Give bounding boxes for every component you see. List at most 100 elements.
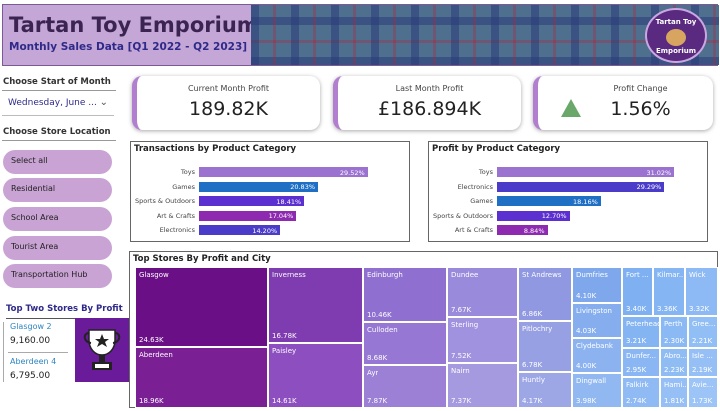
bar-value-label: 17.04% — [268, 212, 294, 220]
bar-category-label: Games — [470, 197, 493, 205]
treemap-tile[interactable]: Dunfer... 2.95K — [622, 348, 660, 377]
bar[interactable] — [199, 196, 305, 206]
treemap-tile[interactable]: Culloden 8.68K — [363, 322, 447, 365]
divider — [8, 352, 68, 353]
treemap-tile[interactable]: Inverness 16.78K — [268, 267, 363, 343]
kpi-last-month-profit: Last Month Profit £186.894K — [333, 76, 521, 130]
treemap-value-label: 16.78K — [272, 332, 297, 340]
treemap-value-label: 2.30K — [664, 337, 685, 345]
chart-title: Transactions by Product Category — [134, 144, 297, 154]
trophy-icon — [83, 329, 121, 370]
treemap-tile[interactable]: Avie... 1.73K — [688, 377, 718, 408]
treemap-tile[interactable]: Aberdeen 18.96K — [135, 347, 268, 408]
bar-category-label: Art & Crafts — [156, 211, 195, 220]
bar-value-label: 18.41% — [276, 197, 302, 206]
bar-category-label: Toys — [478, 168, 493, 176]
top-store-1-value: 9,160.00 — [10, 336, 51, 346]
kpi-profit-change: Profit Change 1.56% — [533, 76, 713, 130]
treemap-tile[interactable]: Ayr 7.87K — [363, 365, 447, 408]
treemap-tile[interactable]: Wick 3.32K — [685, 267, 718, 316]
treemap-tile[interactable]: Dundee 7.67K — [447, 267, 518, 317]
treemap-city-label: Dumfries — [576, 271, 608, 279]
treemap-tile[interactable]: Dumfries 4.10K — [572, 267, 622, 303]
profit-by-category-chart: Profit by Product Category Toys 31.02% Ele… — [428, 141, 708, 242]
treemap-tile[interactable]: Kilmar... 3.36K — [653, 267, 685, 316]
treemap-tile[interactable]: Edinburgh 10.46K — [363, 267, 447, 322]
store-option-school-area[interactable]: School Area — [3, 207, 112, 231]
kpi-value: £186.894K — [377, 98, 482, 120]
treemap-tile[interactable]: Dingwall 3.98K — [572, 373, 622, 408]
up-arrow-icon — [561, 99, 581, 117]
month-dropdown-value: Wednesday, June ... — [8, 98, 97, 108]
treemap-value-label: 7.37K — [451, 397, 472, 405]
treemap-city-label: St Andrews — [522, 271, 562, 279]
treemap-value-label: 4.10K — [576, 292, 597, 300]
treemap-tile[interactable]: Isle ... 2.19K — [688, 348, 718, 377]
logo-text-top: Tartan Toy — [655, 18, 697, 26]
kpi-label: Last Month Profit — [395, 84, 464, 93]
treemap-value-label: 2.23K — [664, 366, 685, 374]
treemap-city-label: Dingwall — [576, 377, 607, 385]
treemap-city-label: Sterling — [451, 321, 479, 329]
treemap-value-label: 18.96K — [139, 397, 164, 405]
store-option-residential[interactable]: Residential — [3, 178, 112, 202]
bar[interactable] — [199, 167, 368, 177]
treemap-tile[interactable]: Huntly 4.17K — [518, 372, 572, 408]
store-filter-label: Choose Store Location — [3, 127, 111, 137]
bar-category-label: Electronics — [159, 226, 195, 234]
bar-category-label: Sports & Outdoors — [433, 211, 493, 220]
report-subtitle: Monthly Sales Data [Q1 2022 - Q2 2023] — [9, 41, 248, 53]
bar[interactable] — [199, 210, 297, 221]
treemap-tile[interactable]: Falkirk 2.74K — [622, 377, 660, 408]
treemap-tile[interactable]: Nairn 7.37K — [447, 363, 518, 408]
header-banner: Tartan Toy Emporium Monthly Sales Data [… — [2, 4, 719, 66]
treemap-tile[interactable]: Paisley 14.61K — [268, 343, 363, 408]
bar-value-label: 8.84% — [523, 226, 545, 235]
bar-value-label: 29.52% — [339, 168, 365, 177]
treemap-tile[interactable]: Livingston 4.03K — [572, 303, 622, 338]
top-stores-treemap: Top Stores By Profit and City Glasgow 24.… — [129, 251, 718, 408]
bar[interactable] — [199, 181, 319, 192]
bar-category-label: Sports & Outdoors — [135, 197, 195, 205]
bar[interactable] — [497, 181, 665, 192]
bar[interactable] — [497, 167, 675, 177]
treemap-tile[interactable]: Gree... 2.21K — [688, 316, 718, 348]
bar-value-label: 29.29% — [636, 183, 662, 191]
treemap-value-label: 3.21K — [626, 337, 647, 345]
kpi-value: 189.82K — [189, 98, 268, 120]
store-option-transportation-hub[interactable]: Transportation Hub — [3, 264, 112, 288]
top-store-2-name: Aberdeen 4 — [10, 357, 57, 366]
treemap-tile[interactable]: Peterhead 3.21K — [622, 316, 660, 348]
treemap-tile[interactable]: St Andrews 6.86K — [518, 267, 572, 321]
treemap-value-label: 3.98K — [576, 397, 597, 405]
treemap-tile[interactable]: Abro... 2.23K — [660, 348, 688, 377]
treemap-tile[interactable]: Fort ... 3.40K — [622, 267, 653, 316]
store-logo: Tartan Toy Emporium — [645, 8, 707, 63]
treemap-tile[interactable]: Hami... 1.81K — [660, 377, 688, 408]
bar[interactable] — [497, 210, 570, 221]
kpi-label: Profit Change — [613, 84, 668, 93]
treemap-value-label: 6.78K — [522, 361, 543, 369]
treemap-city-label: Gree... — [692, 320, 716, 328]
treemap-tile[interactable]: Glasgow 24.63K — [135, 267, 268, 347]
treemap-city-label: Falkirk — [626, 381, 649, 389]
bar-value-label: 18.16% — [572, 197, 598, 206]
store-option-select-all[interactable]: Select all — [3, 150, 112, 174]
treemap-tile[interactable]: Sterling 7.52K — [447, 317, 518, 363]
month-dropdown[interactable]: Wednesday, June ... ⌄ — [2, 94, 114, 116]
bar[interactable] — [497, 225, 548, 235]
treemap-city-label: Avie... — [692, 381, 714, 389]
tartan-pattern-image — [251, 5, 719, 65]
bar-value-label: 14.20% — [252, 226, 278, 235]
store-option-tourist-area[interactable]: Tourist Area — [3, 236, 112, 260]
treemap-tile[interactable]: Pitlochry 6.78K — [518, 321, 572, 372]
treemap-value-label: 2.19K — [692, 366, 713, 374]
treemap-tile[interactable]: Perth 2.30K — [660, 316, 688, 348]
bar[interactable] — [199, 225, 281, 235]
treemap-city-label: Paisley — [272, 347, 297, 355]
treemap-city-label: Peterhead — [626, 320, 659, 328]
treemap-tile[interactable]: Clydebank 4.00K — [572, 338, 622, 373]
chart-title: Profit by Product Category — [432, 144, 561, 154]
bar[interactable] — [497, 196, 601, 206]
treemap-value-label: 7.52K — [451, 352, 472, 360]
